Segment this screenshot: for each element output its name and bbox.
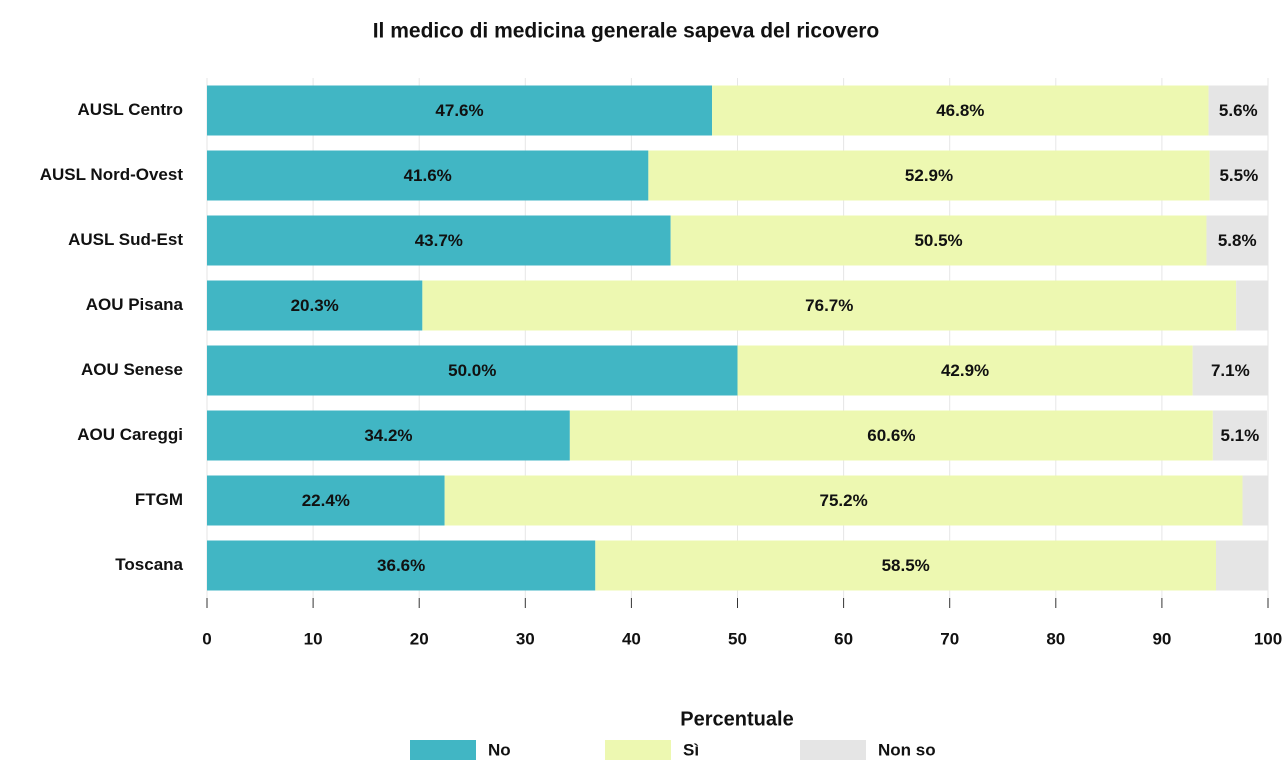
bar-segment: [207, 150, 649, 201]
x-tick-label: 50: [728, 629, 747, 648]
x-tick-label: 10: [304, 629, 323, 648]
value-label: 5.1%: [1221, 426, 1260, 445]
bar-segment: [595, 540, 1217, 591]
y-tick-label: AOU Senese: [81, 360, 183, 379]
value-label: 52.9%: [905, 166, 953, 185]
bar-segment: [207, 475, 445, 526]
x-tick-label: 100: [1254, 629, 1282, 648]
bar-segment: [1236, 280, 1268, 331]
value-label: 42.9%: [941, 361, 989, 380]
value-label: 5.5%: [1219, 166, 1258, 185]
x-tick-label: 60: [834, 629, 853, 648]
bar-segment: [1216, 540, 1268, 591]
bar-segment: [444, 475, 1243, 526]
x-tick-label: 80: [1046, 629, 1065, 648]
value-label: 22.4%: [302, 491, 350, 510]
bar-segment: [207, 215, 671, 266]
bar-segment: [207, 345, 738, 396]
value-label: 46.8%: [936, 101, 984, 120]
value-label: 50.5%: [914, 231, 962, 250]
value-label: 5.6%: [1219, 101, 1258, 120]
x-tick-label: 70: [940, 629, 959, 648]
legend-label: No: [488, 740, 511, 759]
bar-segment: [1242, 475, 1268, 526]
x-tick-label: 90: [1152, 629, 1171, 648]
bar-segment: [670, 215, 1207, 266]
x-tick-label: 40: [622, 629, 641, 648]
y-tick-label: FTGM: [135, 490, 183, 509]
x-tick-label: 0: [202, 629, 211, 648]
bar-segment: [1212, 410, 1267, 461]
x-tick-label: 30: [516, 629, 535, 648]
value-label: 60.6%: [867, 426, 915, 445]
chart-title: Il medico di medicina generale sapeva de…: [373, 20, 880, 43]
legend-label: Non so: [878, 740, 936, 759]
value-label: 34.2%: [364, 426, 412, 445]
bar-segment: [648, 150, 1210, 201]
bar-segment: [712, 85, 1209, 136]
bar-segment: [737, 345, 1193, 396]
legend-swatch: [800, 740, 866, 760]
bar-segment: [207, 280, 423, 331]
value-label: 36.6%: [377, 556, 425, 575]
value-label: 7.1%: [1211, 361, 1250, 380]
y-tick-label: AUSL Nord-Ovest: [40, 165, 184, 184]
value-label: 43.7%: [415, 231, 463, 250]
bar-segment: [569, 410, 1213, 461]
value-label: 47.6%: [435, 101, 483, 120]
bar-segment: [1209, 150, 1268, 201]
value-label: 76.7%: [805, 296, 853, 315]
value-label: 75.2%: [819, 491, 867, 510]
y-tick-label: AOU Pisana: [86, 295, 184, 314]
y-tick-label: AUSL Sud-Est: [68, 230, 183, 249]
x-tick-label: 20: [410, 629, 429, 648]
y-tick-label: Toscana: [115, 555, 183, 574]
legend-label: Sì: [683, 740, 699, 759]
value-label: 50.0%: [448, 361, 496, 380]
bar-segment: [422, 280, 1237, 331]
value-label: 41.6%: [404, 166, 452, 185]
legend-swatch: [410, 740, 476, 760]
bar-segment: [207, 410, 570, 461]
y-tick-label: AUSL Centro: [78, 100, 183, 119]
bar-segment: [207, 540, 596, 591]
legend-swatch: [605, 740, 671, 760]
bar-segment: [1192, 345, 1268, 396]
bar-segment: [1206, 215, 1268, 266]
x-axis-label: Percentuale: [680, 708, 793, 730]
y-tick-label: AOU Careggi: [77, 425, 183, 444]
value-label: 58.5%: [882, 556, 930, 575]
value-label: 20.3%: [291, 296, 339, 315]
bar-segment: [1208, 85, 1268, 136]
value-label: 5.8%: [1218, 231, 1257, 250]
bar-segment: [207, 85, 713, 136]
